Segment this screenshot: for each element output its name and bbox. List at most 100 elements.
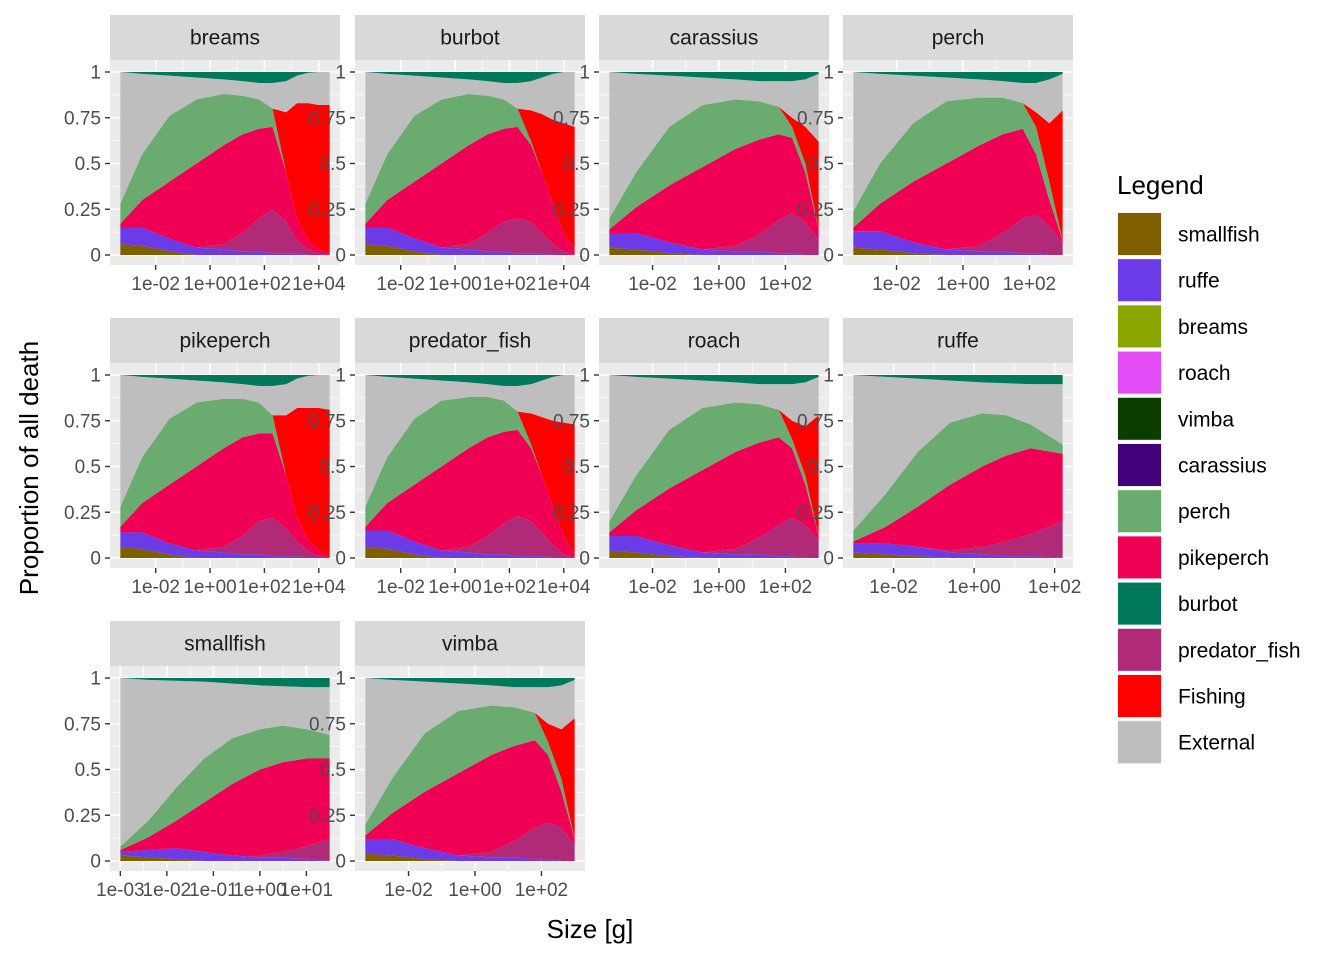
area-predator-fish bbox=[365, 822, 575, 861]
area-ruffe bbox=[120, 848, 330, 861]
area-fishing bbox=[120, 93, 330, 254]
facet-strip bbox=[355, 621, 585, 666]
legend: Legend smallfish ruffe breams roach vimba car… bbox=[1117, 170, 1301, 765]
legend-title: Legend bbox=[1117, 170, 1204, 200]
facet-strip bbox=[599, 15, 829, 60]
x-tick-label: 1e+01 bbox=[280, 880, 333, 901]
y-tick-label: 0.25 bbox=[797, 200, 834, 221]
area-pikeperch bbox=[120, 126, 330, 256]
x-tick-label: 1e-03 bbox=[96, 880, 145, 901]
legend-item-predator-fish: predator_fish bbox=[1117, 627, 1301, 672]
legend-swatch bbox=[1118, 536, 1161, 579]
area-smallfish bbox=[853, 552, 1063, 558]
legend-item-external: External bbox=[1117, 720, 1255, 765]
x-tick-label: 1e-02 bbox=[376, 577, 425, 598]
area-smallfish bbox=[365, 244, 575, 255]
area-smallfish bbox=[365, 547, 575, 558]
y-tick-label: 1 bbox=[335, 63, 346, 84]
legend-item-smallfish: smallfish bbox=[1117, 212, 1260, 256]
legend-item-carassius: carassius bbox=[1117, 443, 1267, 487]
facet-strip bbox=[843, 15, 1073, 60]
area-burbot bbox=[853, 375, 1063, 385]
x-tick-label: 1e+02 bbox=[238, 274, 291, 295]
area-external bbox=[609, 375, 819, 522]
area-predator-fish bbox=[120, 209, 330, 255]
x-tick-label: 1e+00 bbox=[233, 880, 286, 901]
area-burbot bbox=[365, 678, 575, 688]
y-tick-label: 1 bbox=[823, 63, 834, 84]
area-predator-fish bbox=[609, 212, 819, 255]
y-axis: 0 0.25 0.5 0.75 1 bbox=[309, 366, 355, 570]
y-tick-label: 1 bbox=[823, 366, 834, 387]
legend-label: perch bbox=[1178, 501, 1231, 524]
area-burbot bbox=[365, 72, 575, 83]
area-smallfish bbox=[365, 853, 575, 861]
y-tick-label: 0 bbox=[579, 246, 590, 267]
y-tick-label: 0.25 bbox=[64, 200, 101, 221]
legend-label: breams bbox=[1178, 316, 1248, 339]
y-tick-label: 0.75 bbox=[309, 714, 346, 735]
area-burbot bbox=[609, 72, 819, 82]
y-tick-label: 0.25 bbox=[64, 806, 101, 827]
y-tick-label: 1 bbox=[90, 63, 101, 84]
x-tick-label: 1e+02 bbox=[1028, 577, 1081, 598]
facet-strip-label: roach bbox=[688, 330, 741, 353]
facet-perch: perch 0 0.25 0.5 0.75 1 1e-02 1e+00 1e+02 bbox=[797, 15, 1073, 295]
area-ruffe bbox=[365, 227, 575, 255]
area-external bbox=[853, 375, 1063, 531]
legend-item-perch: perch bbox=[1117, 489, 1231, 534]
facet-carassius: carassius 0 0.25 0.5 0.75 1 1e-02 1e+00 1e+02 bbox=[553, 15, 829, 295]
area-smallfish bbox=[609, 550, 819, 558]
facet-strip bbox=[843, 318, 1073, 363]
y-tick-label: 0.5 bbox=[320, 154, 346, 175]
legend-label: pikeperch bbox=[1178, 547, 1269, 570]
legend-item-ruffe: ruffe bbox=[1117, 258, 1220, 303]
facet-smallfish: smallfish00.250.50.7511e-031e-021e-011e+… bbox=[64, 621, 340, 901]
x-tick-label: 1e+00 bbox=[448, 880, 501, 901]
stacked-areas bbox=[120, 72, 330, 256]
x-axis: 1e-02 1e+00 1e+02 1e+04 bbox=[131, 265, 346, 295]
y-tick-label: 0.25 bbox=[64, 503, 101, 524]
area-predator-fish bbox=[120, 517, 330, 558]
y-tick-label: 1 bbox=[335, 669, 346, 690]
legend-label: carassius bbox=[1178, 455, 1267, 478]
area-perch bbox=[120, 398, 330, 557]
facet-strip-label: vimba bbox=[442, 633, 498, 656]
facet-strip-label: perch bbox=[932, 27, 985, 50]
area-external bbox=[120, 375, 330, 507]
legend-label: vimba bbox=[1178, 408, 1234, 431]
x-tick-label: 1e+02 bbox=[759, 274, 812, 295]
y-axis: 0 0.25 0.5 0.75 1 bbox=[64, 669, 110, 873]
area-ruffe bbox=[120, 532, 330, 558]
y-axis: 0 0.25 0.5 0.75 1 bbox=[553, 63, 599, 267]
area-perch bbox=[609, 402, 819, 537]
x-tick-label: 1e+02 bbox=[515, 880, 568, 901]
x-tick-label: 1e+02 bbox=[1003, 274, 1056, 295]
facet-vimba: vimba 0 0.25 0.5 0.75 1 1e-02 1e+00 1e+02 bbox=[309, 621, 585, 901]
area-predator-fish bbox=[120, 839, 330, 861]
legend-swatch bbox=[1118, 259, 1161, 302]
y-tick-label: 0.25 bbox=[553, 200, 590, 221]
area-predator-fish bbox=[853, 214, 1063, 255]
facet-pikeperch: pikeperch 0 0.25 0.5 0.75 1 1e-02 1e+00 1e+02 1e+… bbox=[64, 318, 346, 598]
area-ruffe bbox=[365, 839, 575, 861]
x-tick-label: 1e-02 bbox=[131, 274, 180, 295]
stacked-areas bbox=[609, 72, 819, 255]
area-burbot bbox=[120, 375, 330, 386]
area-smallfish bbox=[609, 247, 819, 255]
y-tick-label: 0.25 bbox=[553, 503, 590, 524]
facet-breams: breams 0 0.25 0.5 0.75 1 1e-02 1e+00 1e+02 1e+04 bbox=[64, 15, 346, 295]
x-tick-label: 1e-02 bbox=[131, 577, 180, 598]
facet-strip bbox=[110, 15, 340, 60]
legend-swatch bbox=[1118, 721, 1161, 764]
y-axis: 0 0.25 0.5 0.75 1 bbox=[64, 366, 110, 570]
legend-label: ruffe bbox=[1178, 270, 1220, 293]
y-tick-label: 0.75 bbox=[309, 411, 346, 432]
area-predator-fish bbox=[609, 517, 819, 558]
area-burbot bbox=[609, 375, 819, 385]
x-axis: 1e-02 1e+00 1e+02 1e+04 bbox=[376, 568, 591, 598]
x-tick-label: 1e-02 bbox=[376, 274, 425, 295]
facet-strip-label: burbot bbox=[440, 27, 500, 50]
y-axis: 0 0.25 0.5 0.75 1 bbox=[309, 63, 355, 267]
